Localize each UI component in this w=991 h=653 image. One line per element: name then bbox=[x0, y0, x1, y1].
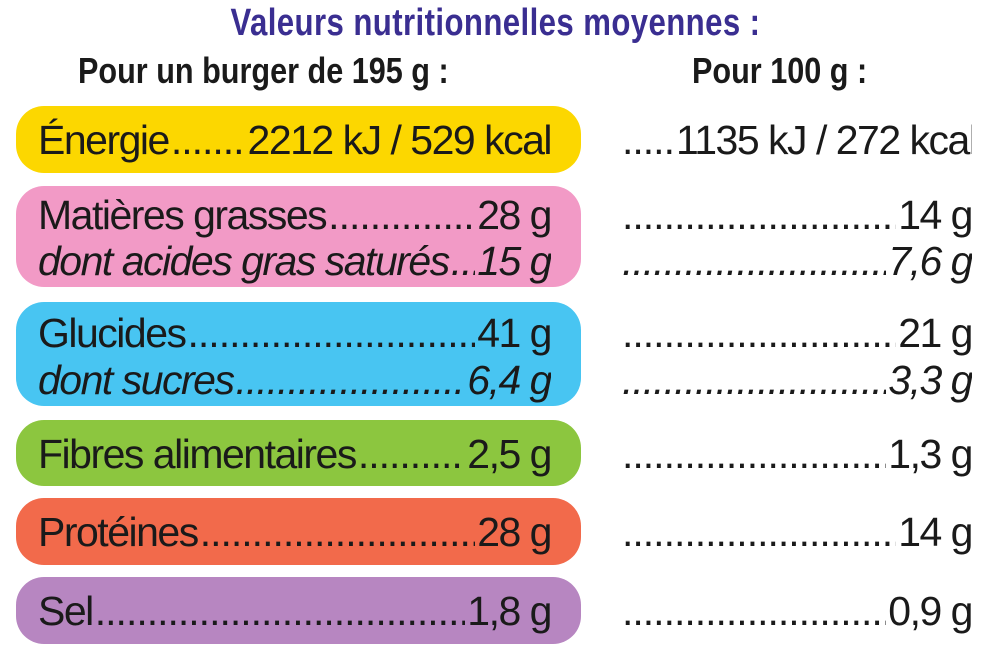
proteines-portion-value: 28 g bbox=[477, 509, 551, 555]
proteines-per100-value: 14 g bbox=[898, 509, 972, 555]
dot-leader bbox=[358, 431, 465, 477]
energie-per100-value: 1135 kJ / 272 kcal bbox=[676, 117, 972, 163]
matieres-grasses-portion-value: 28 g bbox=[477, 192, 551, 238]
dot-leader bbox=[200, 509, 475, 555]
acides-gras-satures-label: dont acides gras saturés bbox=[38, 238, 450, 284]
dot-leader bbox=[622, 192, 896, 238]
sel-portion-value: 1,8 g bbox=[467, 588, 551, 634]
acides-gras-satures-portion-value: 15 g bbox=[477, 238, 551, 284]
matieres-grasses-row-portion: Matières grasses 28 g bbox=[38, 192, 551, 238]
glucides-label: Glucides bbox=[38, 310, 187, 356]
dot-leader bbox=[171, 117, 246, 163]
dot-leader bbox=[622, 431, 886, 477]
fibres-portion-value: 2,5 g bbox=[467, 431, 551, 477]
dot-leader bbox=[622, 588, 886, 634]
matieres-grasses-label: Matières grasses bbox=[38, 192, 328, 238]
sucres-row-portion: dont sucres 6,4 g bbox=[38, 357, 551, 403]
matieres-grasses-pill bbox=[16, 186, 581, 287]
energie-portion-value: 2212 kJ / 529 kcal bbox=[247, 117, 551, 163]
glucides-per100-value: 21 g bbox=[898, 310, 972, 356]
energie-label: Énergie bbox=[38, 117, 170, 163]
proteines-row-per100: 14 g bbox=[620, 509, 972, 555]
sel-label: Sel bbox=[38, 588, 94, 634]
acides-gras-satures-row-portion: dont acides gras saturés 15 g bbox=[38, 238, 551, 284]
fibres-pill bbox=[16, 420, 581, 486]
glucides-portion-value: 41 g bbox=[477, 310, 551, 356]
dot-leader bbox=[622, 117, 674, 163]
fibres-per100-value: 1,3 g bbox=[888, 431, 972, 477]
acides-gras-satures-per100-value: 7,6 g bbox=[888, 238, 972, 284]
glucides-row-per100: 21 g bbox=[620, 310, 972, 356]
sucres-row-per100: 3,3 g bbox=[620, 357, 972, 403]
fibres-row-per100: 1,3 g bbox=[620, 431, 972, 477]
fibres-label: Fibres alimentaires bbox=[38, 431, 357, 477]
matieres-grasses-row-per100: 14 g bbox=[620, 192, 972, 238]
dot-leader bbox=[622, 310, 896, 356]
sel-row-per100: 0,9 g bbox=[620, 588, 972, 634]
dot-leader bbox=[235, 357, 465, 403]
glucides-row-portion: Glucides 41 g bbox=[38, 310, 551, 356]
sucres-per100-value: 3,3 g bbox=[888, 357, 972, 403]
page-title: Valeurs nutritionnelles moyennes : bbox=[230, 2, 761, 44]
energie-row-per100: 1135 kJ / 272 kcal bbox=[620, 117, 972, 163]
sel-per100-value: 0,9 g bbox=[888, 588, 972, 634]
dot-leader bbox=[188, 310, 476, 356]
column-header-per-portion: Pour un burger de 195 g : bbox=[78, 50, 449, 91]
proteines-label: Protéines bbox=[38, 509, 199, 555]
dot-leader bbox=[622, 238, 886, 284]
energie-pill bbox=[16, 106, 581, 173]
sucres-portion-value: 6,4 g bbox=[467, 357, 551, 403]
dot-leader bbox=[451, 238, 475, 284]
matieres-grasses-per100-value: 14 g bbox=[898, 192, 972, 238]
column-header-per-100g: Pour 100 g : bbox=[692, 50, 868, 91]
dot-leader bbox=[622, 509, 896, 555]
sel-row-portion: Sel 1,8 g bbox=[38, 588, 551, 634]
dot-leader bbox=[622, 357, 886, 403]
fibres-row-portion: Fibres alimentaires 2,5 g bbox=[38, 431, 551, 477]
acides-gras-satures-row-per100: 7,6 g bbox=[620, 238, 972, 284]
dot-leader bbox=[328, 192, 475, 238]
energie-row-portion: Énergie 2212 kJ / 529 kcal bbox=[38, 117, 551, 163]
sucres-label: dont sucres bbox=[38, 357, 235, 403]
proteines-row-portion: Protéines 28 g bbox=[38, 509, 551, 555]
dot-leader bbox=[95, 588, 466, 634]
